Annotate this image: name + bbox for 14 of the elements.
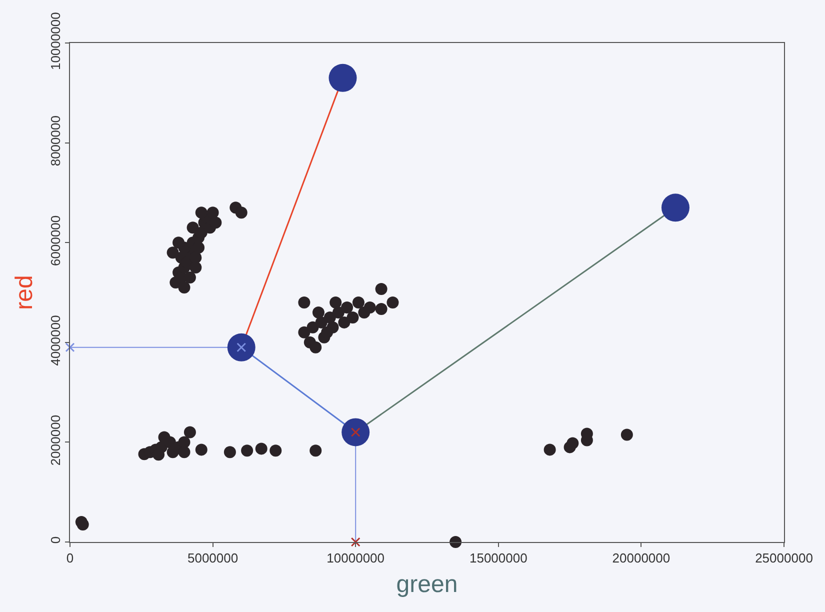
y-tick-label: 8000000 (48, 116, 63, 166)
x-axis-title: green (396, 570, 458, 598)
x-tick-label: 25000000 (755, 550, 813, 566)
y-tick-label: 4000000 (48, 315, 63, 366)
y-tick-label: 10000000 (48, 12, 63, 70)
y-tick-label: 0 (48, 536, 63, 544)
y-tick-label: 2000000 (48, 414, 63, 466)
y-axis-title: red (10, 275, 38, 310)
x-tick-label: 0 (66, 550, 74, 566)
y-tick-label: 6000000 (48, 215, 63, 266)
x-tick-label: 15000000 (469, 550, 528, 566)
x-tick-label: 20000000 (612, 550, 670, 566)
x-tick-label: 10000000 (326, 550, 385, 566)
x-tick-label: 5000000 (187, 550, 238, 566)
